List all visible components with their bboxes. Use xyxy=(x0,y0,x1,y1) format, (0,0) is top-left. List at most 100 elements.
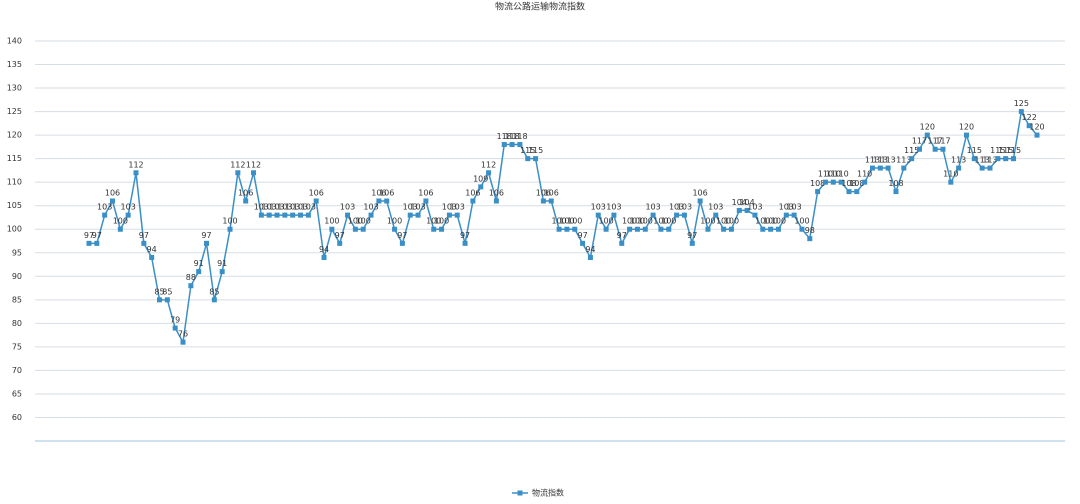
point xyxy=(595,212,601,218)
point xyxy=(752,212,758,218)
point xyxy=(987,165,993,171)
point xyxy=(728,226,734,232)
y-tick-label: 115 xyxy=(7,154,22,163)
point xyxy=(775,226,781,232)
chart-title: 物流公路运输物流指数 xyxy=(495,1,585,13)
data-label: 103 xyxy=(708,203,723,212)
data-label: 110 xyxy=(943,170,958,179)
data-label: 103 xyxy=(606,203,621,212)
data-label: 106 xyxy=(536,189,551,198)
data-label: 97 xyxy=(335,231,345,240)
data-label: 100 xyxy=(113,217,128,226)
data-label: 94 xyxy=(319,245,329,254)
point xyxy=(266,212,272,218)
data-label: 103 xyxy=(97,203,112,212)
data-label: 100 xyxy=(567,217,582,226)
point xyxy=(290,212,296,218)
y-tick-label: 80 xyxy=(12,319,22,328)
data-label: 103 xyxy=(363,203,378,212)
point xyxy=(376,198,382,204)
data-label: 103 xyxy=(450,203,465,212)
point xyxy=(509,142,515,148)
point xyxy=(713,212,719,218)
point xyxy=(243,198,249,204)
data-label: 100 xyxy=(434,217,449,226)
point xyxy=(110,198,116,204)
y-tick-label: 90 xyxy=(12,272,22,281)
point xyxy=(807,236,813,242)
point xyxy=(760,226,766,232)
data-label: 100 xyxy=(771,217,786,226)
point xyxy=(219,269,225,275)
point xyxy=(251,170,257,176)
point xyxy=(235,170,241,176)
point xyxy=(227,226,233,232)
data-label: 100 xyxy=(559,217,574,226)
data-label: 100 xyxy=(794,217,809,226)
point xyxy=(830,179,836,185)
y-tick-label: 65 xyxy=(12,389,22,398)
point xyxy=(658,226,664,232)
y-tick-label: 125 xyxy=(7,107,22,116)
data-label: 103 xyxy=(121,203,136,212)
data-label: 97 xyxy=(687,231,697,240)
point xyxy=(125,212,131,218)
point xyxy=(533,156,539,162)
point xyxy=(736,207,742,213)
point xyxy=(932,146,938,152)
data-label: 103 xyxy=(277,203,292,212)
point xyxy=(431,226,437,232)
point xyxy=(564,226,570,232)
legend-label: 物流指数 xyxy=(532,488,564,498)
data-label: 108 xyxy=(888,179,903,188)
data-label: 125 xyxy=(1014,99,1029,108)
data-label: 122 xyxy=(1022,113,1037,122)
point xyxy=(681,212,687,218)
data-label: 100 xyxy=(598,217,613,226)
data-label: 97 xyxy=(139,231,149,240)
point xyxy=(603,226,609,232)
y-tick-label: 70 xyxy=(12,366,22,375)
data-label: 113 xyxy=(896,156,911,165)
point xyxy=(627,226,633,232)
point xyxy=(791,212,797,218)
data-label: 109 xyxy=(473,174,488,183)
point xyxy=(149,254,155,260)
data-label: 113 xyxy=(873,156,888,165)
point xyxy=(133,170,139,176)
data-label: 76 xyxy=(178,330,188,339)
point xyxy=(141,240,147,246)
point xyxy=(117,226,123,232)
point xyxy=(407,212,413,218)
point xyxy=(666,226,672,232)
data-label: 100 xyxy=(724,217,739,226)
y-tick-label: 85 xyxy=(12,295,22,304)
y-tick-label: 120 xyxy=(7,131,22,140)
data-label: 94 xyxy=(585,245,595,254)
data-label: 112 xyxy=(230,160,245,169)
data-label: 103 xyxy=(677,203,692,212)
data-label: 100 xyxy=(630,217,645,226)
data-label: 106 xyxy=(379,189,394,198)
data-label: 100 xyxy=(324,217,339,226)
data-label: 103 xyxy=(269,203,284,212)
point xyxy=(392,226,398,232)
data-label: 120 xyxy=(1029,123,1044,132)
point xyxy=(258,212,264,218)
point xyxy=(885,165,891,171)
data-label: 103 xyxy=(293,203,308,212)
data-label: 103 xyxy=(301,203,316,212)
data-label: 100 xyxy=(387,217,402,226)
data-label: 110 xyxy=(833,170,848,179)
y-tick-label: 100 xyxy=(7,225,22,234)
data-label: 104 xyxy=(732,198,747,207)
point xyxy=(548,198,554,204)
data-label: 97 xyxy=(397,231,407,240)
point xyxy=(783,212,789,218)
point xyxy=(846,189,852,195)
point xyxy=(634,226,640,232)
point xyxy=(329,226,335,232)
data-label: 115 xyxy=(528,146,543,155)
data-label: 91 xyxy=(217,259,227,268)
